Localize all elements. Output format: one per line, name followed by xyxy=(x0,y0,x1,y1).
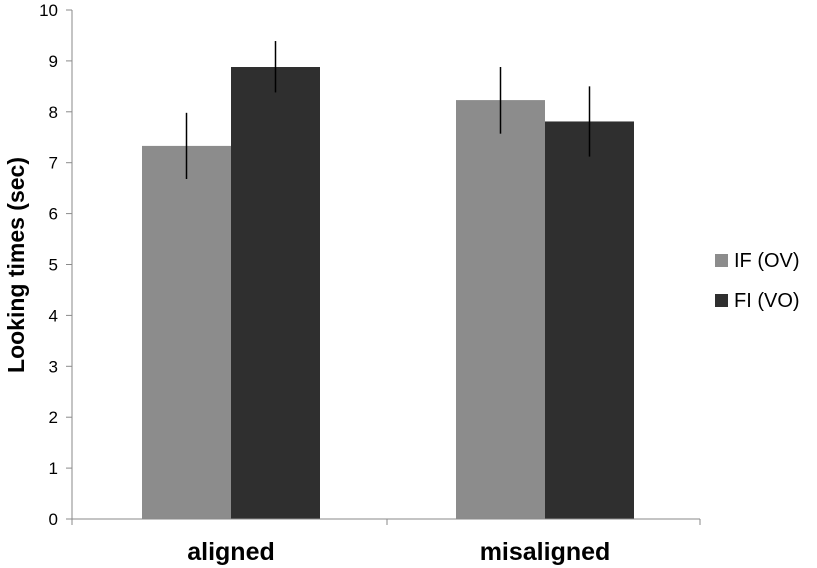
y-tick-label: 1 xyxy=(49,459,58,478)
legend-label: FI (VO) xyxy=(734,290,800,312)
legend-swatch xyxy=(715,294,728,307)
y-tick-label: 2 xyxy=(49,408,58,427)
x-category-label: aligned xyxy=(187,538,275,566)
bar xyxy=(142,145,231,519)
bar xyxy=(231,67,320,520)
plot-area xyxy=(142,41,634,520)
y-tick-label: 8 xyxy=(49,103,58,122)
y-axis: 0 1 2 3 4 5 6 7 8 9 10 xyxy=(39,1,73,529)
y-axis-title: Looking times (sec) xyxy=(3,157,29,373)
y-tick-label: 4 xyxy=(49,306,58,325)
legend-swatch xyxy=(715,254,728,267)
bar xyxy=(456,100,545,519)
bar xyxy=(545,121,634,519)
legend-label: IF (OV) xyxy=(734,250,800,272)
x-axis: aligned misaligned xyxy=(71,518,701,566)
legend: IF (OV) FI (VO) xyxy=(715,250,800,312)
x-category-label: misaligned xyxy=(480,538,611,566)
y-tick-label: 9 xyxy=(49,52,58,71)
y-tick-label: 10 xyxy=(39,1,58,20)
y-tick-label: 5 xyxy=(49,256,58,275)
y-tick-label: 3 xyxy=(49,357,58,376)
y-tick-label: 7 xyxy=(49,154,58,173)
y-tick-label: 0 xyxy=(49,510,58,529)
y-tick-label: 6 xyxy=(49,205,58,224)
